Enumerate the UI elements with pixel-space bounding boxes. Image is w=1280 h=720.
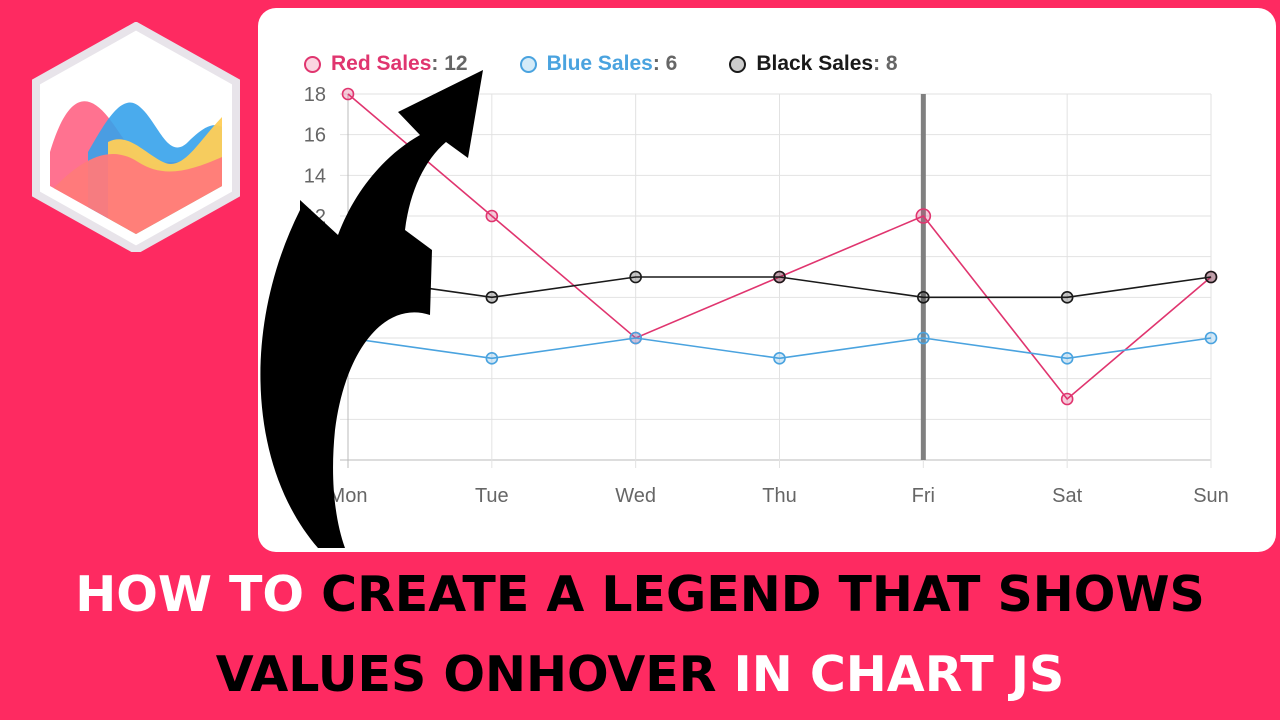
legend-value-blue: 6 (665, 52, 678, 75)
y-tick-label: 8 (315, 287, 326, 309)
legend-label-red: Red Sales (331, 52, 432, 75)
headline-1b: CREATE A LEGEND THAT SHOWS (321, 566, 1205, 623)
data-point (917, 331, 930, 345)
legend-label-blue: Blue Sales (546, 52, 653, 75)
data-point (1204, 331, 1218, 345)
series-line-1 (347, 337, 1212, 360)
y-tick-label: 12 (304, 206, 326, 228)
data-point (917, 291, 930, 304)
data-point (341, 331, 355, 345)
data-point (1060, 352, 1074, 365)
y-tick-label: 16 (304, 125, 326, 147)
data-point (485, 291, 499, 304)
legend-swatch-blue (519, 55, 537, 73)
y-tick-label: 6 (315, 328, 326, 350)
data-point (485, 352, 499, 365)
series-line-2 (347, 276, 1212, 299)
data-point (773, 270, 786, 284)
headline-line-2: VALUES ONHOVER IN CHART JS (0, 646, 1280, 703)
x-tick-label: Mon (329, 485, 368, 507)
x-tick-label: Sun (1193, 485, 1229, 507)
y-tick-label: 2 (315, 409, 326, 431)
data-point (1204, 270, 1218, 284)
x-tick-label: Wed (615, 485, 656, 507)
y-tick-label: 10 (304, 247, 326, 269)
legend-sep-black: : (873, 52, 886, 75)
headline-1a: HOW TO (75, 566, 322, 623)
chart-card: Red Sales : 12 Blue Sales : 6 Black Sale… (258, 8, 1276, 552)
legend-value-red: 12 (444, 52, 468, 75)
legend-sep-red: : (431, 52, 445, 75)
x-tick-label: Tue (475, 485, 509, 507)
legend-value-black: 8 (885, 52, 898, 75)
x-tick-label: Thu (762, 485, 796, 507)
data-point (1060, 291, 1074, 304)
data-point (915, 208, 932, 224)
headline-2a: VALUES ONHOVER (215, 646, 734, 703)
y-tick-label: 18 (304, 84, 326, 106)
data-point (341, 270, 355, 284)
y-tick-label: 14 (304, 165, 326, 187)
line-chart[interactable]: 0 2 4 6 8 10 12 14 16 18 Mon Tue Wed Thu Fri Sat Sun (258, 8, 1276, 552)
headline-line-1: HOW TO CREATE A LEGEND THAT SHOWS (0, 566, 1280, 623)
chartjs-logo (32, 22, 240, 252)
legend-item-black[interactable]: Black Sales : 8 (729, 52, 898, 76)
x-tick-label: Fri (912, 485, 935, 507)
data-point (629, 331, 642, 345)
data-point (629, 270, 642, 284)
data-point (773, 352, 786, 365)
y-tick-label: 4 (315, 369, 326, 391)
legend-sep-blue: : (652, 52, 666, 75)
legend-label-black: Black Sales (756, 52, 874, 75)
x-tick-label: Sat (1052, 485, 1082, 507)
data-point (341, 87, 355, 101)
data-point (485, 209, 499, 223)
data-point (1060, 392, 1074, 406)
legend-item-blue[interactable]: Blue Sales : 6 (519, 52, 678, 76)
headline-2b: IN CHART JS (733, 646, 1065, 703)
legend-swatch-black (729, 55, 747, 73)
y-tick-label: 0 (315, 450, 326, 472)
